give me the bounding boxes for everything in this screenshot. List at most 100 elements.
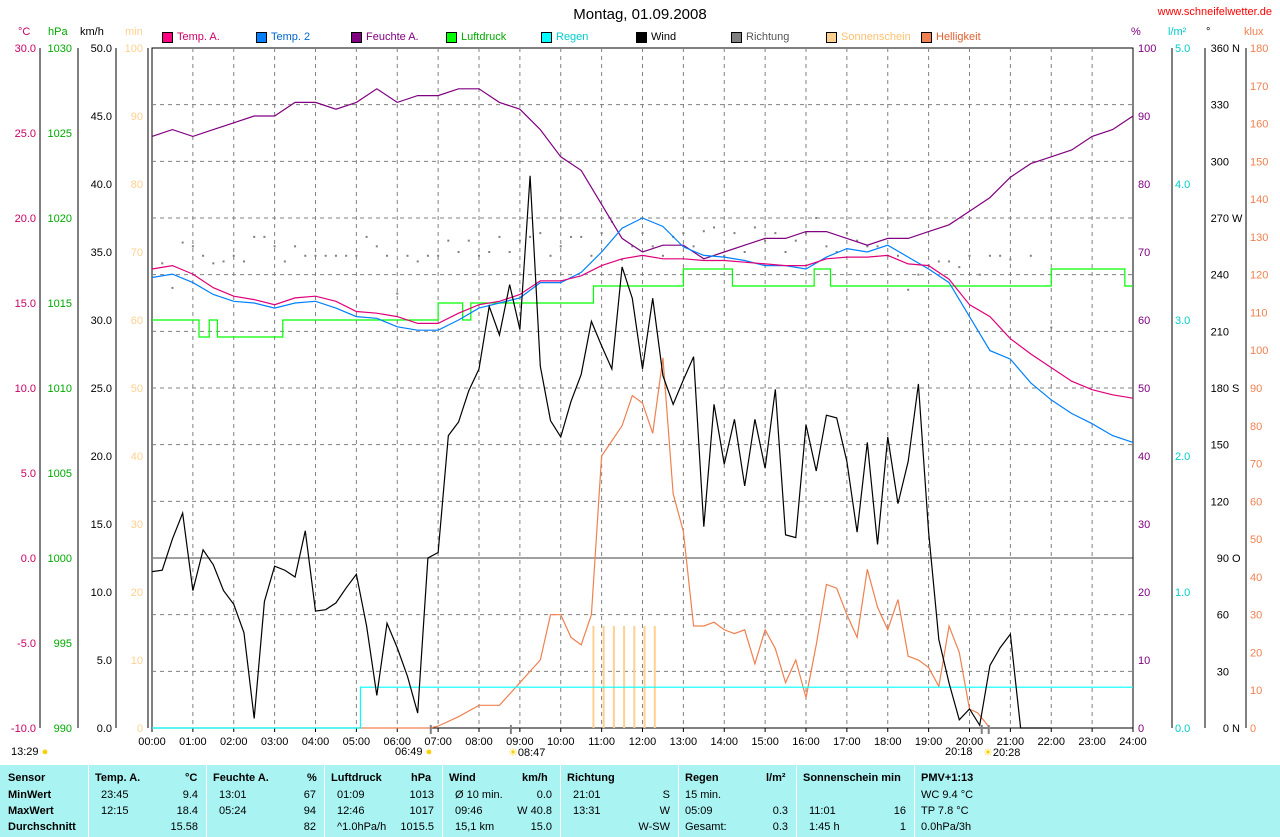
direction-point xyxy=(743,251,746,253)
direction-point xyxy=(661,254,664,257)
legend-label: Temp. 2 xyxy=(271,31,311,43)
left-time: 13:29 ● xyxy=(11,746,49,758)
legend-wind: Wind xyxy=(636,31,676,43)
direction-axis-tick-label: 210 xyxy=(1211,326,1229,338)
pressure-axis-tick-label: 1025 xyxy=(48,128,72,140)
summary-cell-press-time: 12:46 xyxy=(337,805,365,817)
direction-point xyxy=(447,239,450,242)
direction-point xyxy=(988,254,991,257)
light-axis-tick-label: 10 xyxy=(1250,685,1262,697)
summary-header-temp: Temp. A. xyxy=(95,772,141,784)
sunrise-icon: ● xyxy=(425,746,433,758)
summary-header-hum-unit: % xyxy=(307,772,317,784)
direction-axis-tick-label: 300 xyxy=(1211,156,1229,168)
temp-axis-tick-label: 5.0 xyxy=(21,468,36,480)
summary-cell-temp-time: 23:45 xyxy=(101,789,129,801)
direction-point xyxy=(283,260,286,263)
site-link[interactable]: www.schneifelwetter.de xyxy=(1157,6,1272,18)
summary-header-sun: Sonnenschein min xyxy=(803,772,901,784)
direction-point xyxy=(682,232,685,235)
direction-point xyxy=(937,260,940,263)
direction-axis-tick-label: 270 xyxy=(1211,213,1229,225)
humidity-axis-tick-label: 10 xyxy=(1138,655,1150,667)
direction-point xyxy=(202,254,205,257)
light-axis-tick-label: 60 xyxy=(1250,496,1262,508)
direction-point xyxy=(375,245,378,248)
summary-header-wind: Wind xyxy=(449,772,476,784)
direction-point xyxy=(835,251,838,253)
legend-feuchte: Feuchte A. xyxy=(351,31,419,43)
legend-label: Richtung xyxy=(746,31,790,43)
cardinal-label: N xyxy=(1232,723,1240,735)
light-axis-tick-label: 50 xyxy=(1250,534,1262,546)
temp-axis-tick-label: 30.0 xyxy=(15,43,36,55)
legend-label: Sonnenschein xyxy=(841,31,911,43)
series-line-temp-a- xyxy=(151,254,1134,399)
sun-axis-tick-label: 30 xyxy=(131,519,143,531)
direction-point xyxy=(416,260,419,263)
x-tick-label: 06:00 xyxy=(383,736,411,748)
direction-point xyxy=(1009,258,1012,261)
direction-point xyxy=(774,232,777,235)
x-tick-label: 00:00 xyxy=(138,736,166,748)
direction-point xyxy=(907,288,910,291)
direction-point xyxy=(866,245,869,248)
summary-cell-wind-label: 09:46 xyxy=(455,805,483,817)
summary-cell-dir-val: W-SW xyxy=(638,821,670,833)
pressure-axis-tick-label: 1015 xyxy=(48,298,72,310)
summary-header-press: Luftdruck xyxy=(331,772,382,784)
humidity-axis-tick-label: 20 xyxy=(1138,587,1150,599)
temp-unit-label: °C xyxy=(18,26,31,38)
summary-cell-hum-val: 67 xyxy=(303,789,316,801)
summary-cell-sun-time: 11:01 xyxy=(809,805,836,817)
light-axis-tick-label: 140 xyxy=(1250,194,1268,206)
sun-axis-tick-label: 40 xyxy=(131,451,143,463)
rain-axis-tick-label: 0.0 xyxy=(1175,723,1190,735)
direction-point xyxy=(856,239,859,242)
wind-axis-tick-label: 45.0 xyxy=(91,111,112,123)
legend-label: Luftdruck xyxy=(461,31,507,43)
legend-swatch xyxy=(636,31,647,43)
humidity-axis-tick-label: 30 xyxy=(1138,519,1150,531)
summary-cell-dir-val: S xyxy=(662,789,670,801)
summary-cell-press-time: 01:09 xyxy=(337,789,365,801)
summary-cell-temp-val: 9.4 xyxy=(182,789,198,801)
series-line-wind xyxy=(151,175,1052,729)
summary-cell-wind-label: Ø 10 min. xyxy=(455,789,503,801)
wind-axis-tick-label: 15.0 xyxy=(91,519,112,531)
x-tick-label: 07:00 xyxy=(424,736,452,748)
sun-axis-tick-label: 70 xyxy=(131,247,143,259)
humidity-axis-tick-label: 50 xyxy=(1138,383,1150,395)
pressure-unit-label: hPa xyxy=(48,26,68,38)
cardinal-label: N xyxy=(1232,43,1240,55)
summary-cell-rain-label: 05:09 xyxy=(685,805,713,817)
pressure-axis-tick-label: 1000 xyxy=(48,553,72,565)
legend-luftdruck: Luftdruck xyxy=(446,31,506,43)
summary-cell-sun-val: 16 xyxy=(893,805,906,817)
legend-temp-2: Temp. 2 xyxy=(256,31,310,43)
light-axis-tick-label: 0 xyxy=(1250,723,1256,735)
summary-cell-sun-time: 1:45 h xyxy=(809,821,840,833)
summary-header-sensor: Sensor xyxy=(8,772,46,784)
direction-point xyxy=(488,251,491,253)
direction-point xyxy=(917,273,920,276)
direction-axis-tick-label: 120 xyxy=(1211,496,1229,508)
series-line-temp-2 xyxy=(151,217,1134,443)
direction-point xyxy=(253,235,256,238)
direction-point xyxy=(549,254,552,257)
sun-axis-tick-label: 20 xyxy=(131,587,143,599)
weather-chart: 00:00 01:00 02:00 03:00 04:00 05:00 06:00 07:00… xyxy=(11,43,1268,748)
summary-cell-label: Durchschnitt xyxy=(8,821,76,833)
summary-cell-press-val: 1013 xyxy=(409,789,434,801)
summary-cell-dir-time: 13:31 xyxy=(573,805,601,817)
light-axis-tick-label: 150 xyxy=(1250,156,1268,168)
series-line-feuchte-a- xyxy=(151,88,1134,260)
direction-point xyxy=(651,245,654,248)
summary-cell-dir-val: W xyxy=(659,805,670,817)
temp-axis-tick-label: 10.0 xyxy=(15,383,36,395)
sun-max-time: ☀08:47 xyxy=(508,747,546,759)
direction-point xyxy=(232,254,235,257)
sun-axis-tick-label: 50 xyxy=(131,383,143,395)
summary-cell-sun-val: 1 xyxy=(899,821,906,833)
direction-point xyxy=(518,239,521,242)
